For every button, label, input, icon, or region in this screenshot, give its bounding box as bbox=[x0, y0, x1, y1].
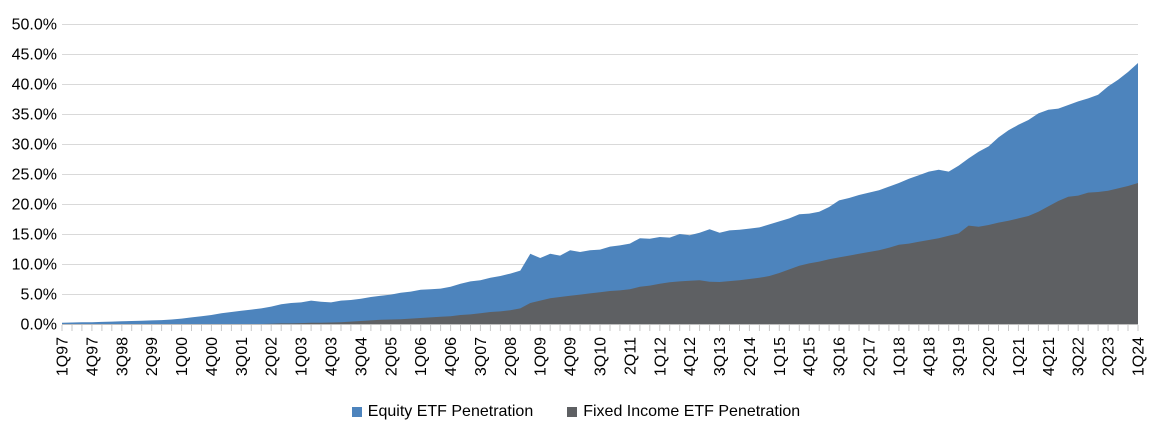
x-axis-label: 4Q97 bbox=[84, 337, 101, 376]
x-axis-label: 2Q08 bbox=[503, 337, 520, 376]
x-axis-label: 1Q24 bbox=[1131, 337, 1148, 376]
x-axis-label: 1Q97 bbox=[55, 337, 72, 376]
x-axis-label: 3Q16 bbox=[832, 337, 849, 376]
y-axis-label: 15.0% bbox=[12, 227, 57, 244]
x-axis-label: 2Q23 bbox=[1101, 337, 1118, 376]
equity-legend-label: Equity ETF Penetration bbox=[367, 403, 534, 420]
equity-legend-swatch bbox=[351, 407, 362, 417]
x-axis-label: 4Q09 bbox=[563, 337, 580, 376]
x-axis-label: 3Q13 bbox=[712, 337, 729, 376]
x-axis-label: 2Q05 bbox=[383, 337, 400, 376]
x-axis-label: 3Q19 bbox=[951, 337, 968, 376]
legend-item-fixed-income: Fixed Income ETF Penetration bbox=[567, 403, 800, 421]
chart-plot-area: 0.0% 5.0% 10.0% 15.0% 20.0% 25.0% 30.0% 35.0% 40… bbox=[12, 17, 1148, 377]
x-axis-label: 4Q03 bbox=[324, 337, 341, 376]
x-axis-label: 4Q15 bbox=[802, 337, 819, 376]
x-axis-label: 1Q03 bbox=[294, 337, 311, 376]
fixed-income-area-series bbox=[62, 183, 1138, 324]
x-axis-label: 4Q06 bbox=[443, 337, 460, 376]
x-axis-label: 4Q21 bbox=[1041, 337, 1058, 376]
x-axis-label: 3Q07 bbox=[473, 337, 490, 376]
x-axis-label: 1Q21 bbox=[1011, 337, 1028, 376]
x-axis-label: 1Q06 bbox=[413, 337, 430, 376]
chart-legend: Equity ETF Penetration Fixed Income ETF … bbox=[0, 403, 1152, 421]
y-axis-label: 25.0% bbox=[12, 167, 57, 184]
x-axis-label: 2Q02 bbox=[264, 337, 281, 376]
x-axis-label: 1Q15 bbox=[772, 337, 789, 376]
x-axis-label: 1Q18 bbox=[891, 337, 908, 376]
x-axis-label: 2Q20 bbox=[981, 337, 998, 376]
x-axis-label: 1Q00 bbox=[174, 337, 191, 376]
y-axis-label: 0.0% bbox=[21, 317, 57, 334]
y-axis-label: 5.0% bbox=[21, 287, 57, 304]
x-axis-label: 4Q12 bbox=[682, 337, 699, 376]
y-axis-label: 35.0% bbox=[12, 107, 57, 124]
y-axis-label: 30.0% bbox=[12, 137, 57, 154]
x-axis-label: 3Q22 bbox=[1071, 337, 1088, 376]
fixed-income-legend-label: Fixed Income ETF Penetration bbox=[583, 403, 801, 420]
x-axis-label: 1Q09 bbox=[533, 337, 550, 376]
legend-item-equity: Equity ETF Penetration bbox=[351, 403, 534, 421]
y-axis-label: 40.0% bbox=[12, 77, 57, 94]
x-axis-label: 4Q18 bbox=[921, 337, 938, 376]
y-axis-label: 20.0% bbox=[12, 197, 57, 214]
x-axis-label: 4Q00 bbox=[204, 337, 221, 376]
x-axis-label: 3Q01 bbox=[234, 337, 251, 376]
x-axis-label: 2Q99 bbox=[144, 337, 161, 376]
y-axis-label: 10.0% bbox=[12, 257, 57, 274]
x-axis-label: 1Q12 bbox=[652, 337, 669, 376]
y-axis-label: 50.0% bbox=[12, 17, 57, 34]
fixed-income-legend-swatch bbox=[567, 407, 578, 417]
x-axis-label: 3Q10 bbox=[593, 337, 610, 376]
x-axis-label: 2Q14 bbox=[742, 337, 759, 376]
x-axis-label: 3Q98 bbox=[114, 337, 131, 376]
x-axis-label: 2Q11 bbox=[622, 337, 639, 375]
x-axis-label: 3Q04 bbox=[353, 337, 370, 376]
x-axis-label: 2Q17 bbox=[862, 337, 879, 376]
y-axis-label: 45.0% bbox=[12, 47, 57, 64]
